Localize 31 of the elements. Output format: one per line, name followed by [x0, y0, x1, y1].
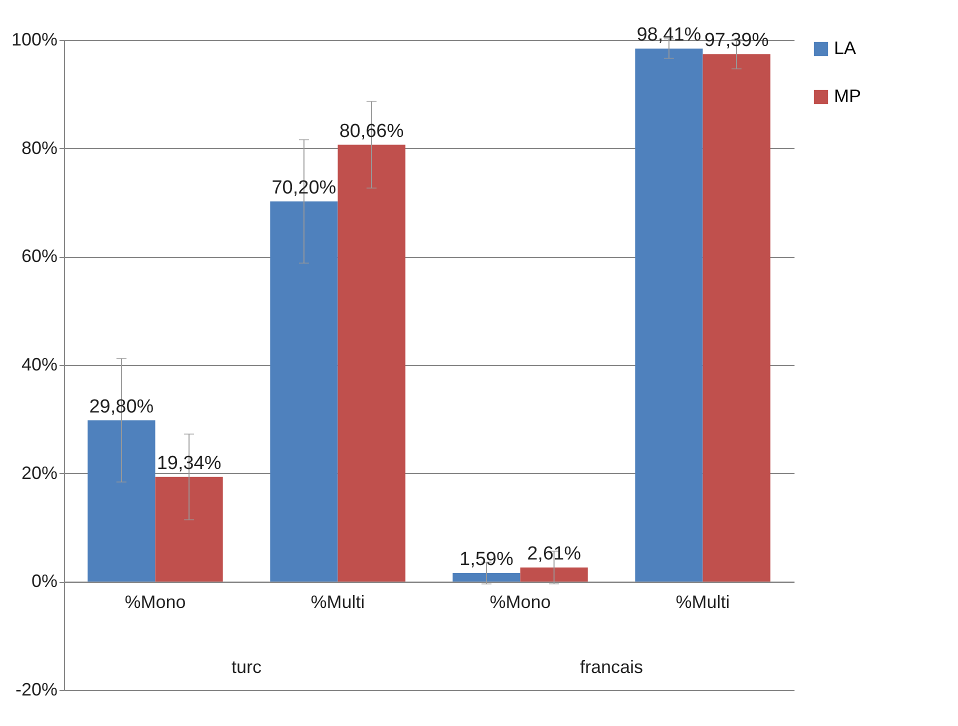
legend-label: MP	[834, 86, 861, 106]
data-label: 80,66%	[339, 120, 404, 142]
data-label: 29,80%	[89, 396, 154, 418]
bar	[88, 420, 156, 582]
data-label: 98,41%	[636, 24, 702, 46]
y-tick-label: 80%	[21, 138, 58, 158]
bar	[270, 201, 338, 582]
y-tick-label: 40%	[21, 354, 58, 374]
x-tick-label: %Mono	[490, 592, 551, 612]
legend-label: LA	[834, 38, 856, 58]
data-label: 1,59%	[460, 549, 514, 570]
bar	[635, 48, 703, 582]
data-label: 2,61%	[527, 544, 582, 565]
data-label: 70,20%	[272, 177, 336, 198]
bar	[702, 54, 770, 582]
y-tick-label: 0%	[31, 571, 58, 592]
y-tick-label: 60%	[21, 246, 58, 266]
annotation: francais	[580, 657, 644, 677]
x-tick-label: %Multi	[310, 592, 365, 612]
x-tick-label: %Multi	[676, 592, 730, 612]
data-label: 97,39%	[704, 30, 769, 52]
annotation: turc	[231, 657, 262, 677]
y-tick-label: -20%	[15, 680, 58, 700]
y-tick-label: 20%	[21, 462, 58, 483]
bar	[520, 568, 588, 582]
data-label: 19,34%	[156, 452, 222, 474]
bar	[338, 144, 406, 582]
y-tick-label: 100%	[11, 30, 58, 50]
bar	[155, 476, 223, 582]
bar	[452, 573, 520, 582]
x-tick-label: %Mono	[124, 592, 186, 612]
